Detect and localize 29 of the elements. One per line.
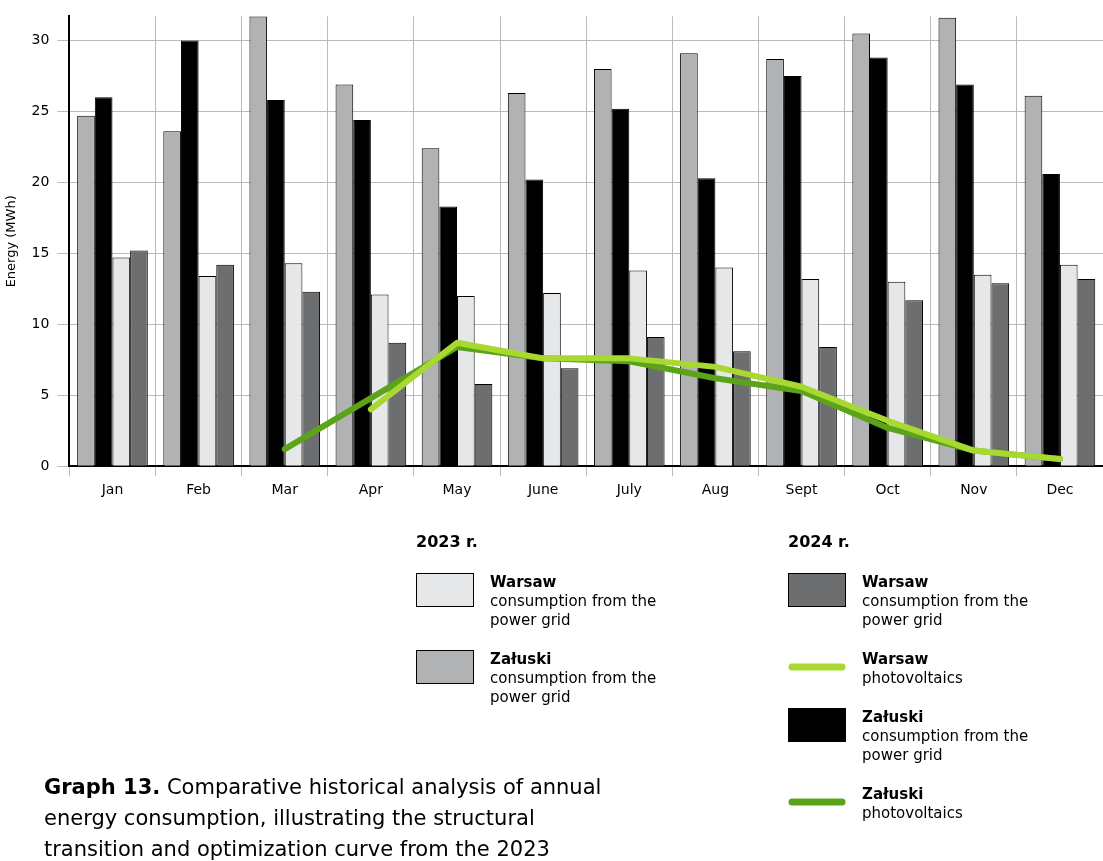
legend-label: Załuski photovoltaics: [862, 785, 964, 823]
x-tick-label: Oct: [875, 481, 901, 498]
y-tick-label: 10: [31, 314, 50, 331]
text: 2024 r.: [788, 532, 851, 551]
legend-label: Warsaw consumption from the power grid: [490, 573, 658, 630]
x-tick-label: May: [442, 481, 472, 498]
text: 2023 r.: [416, 532, 479, 551]
y-tick-label: 15: [31, 244, 50, 260]
x-tick-label: Feb: [186, 481, 212, 498]
x-tick-label: Jan: [100, 481, 124, 498]
y-tick-label: 0: [40, 456, 50, 473]
x-tick-label: Mar: [271, 481, 299, 498]
x-tick-label: Apr: [358, 481, 384, 498]
x-tick-label: July: [615, 481, 642, 498]
y-tick-label: 30: [31, 31, 50, 48]
y-tick-label: 20: [31, 173, 50, 190]
y-axis-title: Energy (MWh): [3, 195, 19, 288]
legend-label: Załuski consumption from the power grid: [490, 650, 658, 707]
y-tick-label: 5: [40, 385, 50, 402]
x-tick-label: Aug: [701, 481, 730, 498]
x-tick-label: Nov: [960, 481, 988, 498]
legend-label: Załuski consumption from the power grid: [862, 708, 1030, 765]
legend-label: Warsaw consumption from the power grid: [862, 573, 1030, 630]
y-tick-label: 25: [31, 102, 50, 119]
legend-label: Warsaw photovoltaics: [862, 650, 964, 688]
caption: Graph 13. Comparative historical analysis of annual energy consumption, illustrating the structural transition and optimization curve from the 2023: [44, 774, 603, 861]
x-tick-label: Sept: [785, 481, 818, 498]
x-tick-label: Dec: [1046, 481, 1074, 498]
x-tick-label: June: [526, 481, 559, 498]
